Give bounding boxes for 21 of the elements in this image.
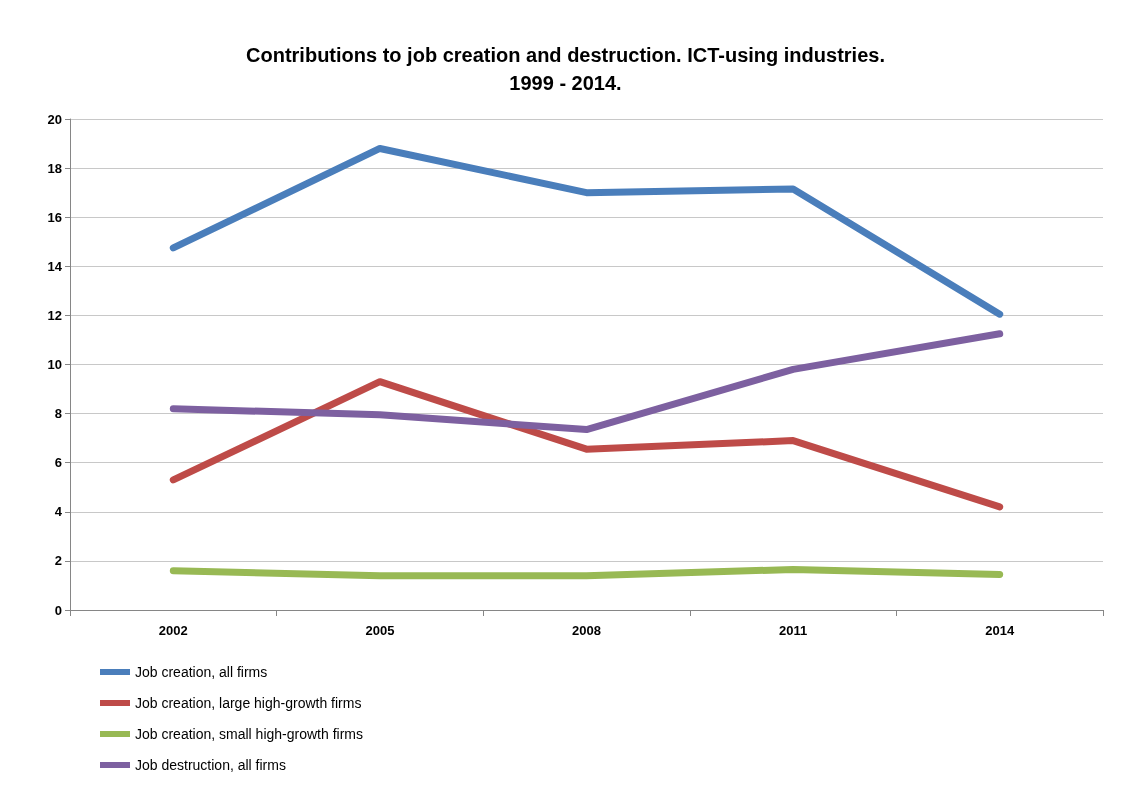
y-tick-label: 6: [54, 455, 62, 471]
y-tick-label: 12: [47, 307, 62, 323]
x-tick-label: 2005: [365, 623, 395, 638]
x-tick-label: 2014: [985, 623, 1015, 638]
y-tick-label: 18: [47, 160, 62, 176]
y-tick-label: 8: [54, 406, 62, 422]
y-tick-label: 2: [54, 553, 62, 569]
legend-label: Job creation, large high-growth firms: [135, 695, 362, 711]
y-tick-label: 10: [47, 357, 62, 372]
y-tick-label: 20: [47, 111, 62, 127]
y-tick-label: 4: [54, 504, 63, 520]
x-tick-label: 2008: [572, 623, 601, 638]
x-tick-label: 2002: [158, 623, 188, 638]
y-tick-label: 0: [54, 602, 62, 618]
x-tick-label: 2011: [779, 623, 808, 638]
y-tick-label: 14: [47, 258, 63, 274]
legend-label: Job destruction, all firms: [135, 757, 286, 773]
legend-label: Job creation, all firms: [135, 664, 268, 680]
chart-title: Contributions to job creation and destruction. ICT-using industries. 1999 - 2014.: [246, 44, 885, 94]
legend-label: Job creation, small high-growth firms: [135, 726, 363, 742]
y-tick-label: 16: [47, 209, 62, 225]
